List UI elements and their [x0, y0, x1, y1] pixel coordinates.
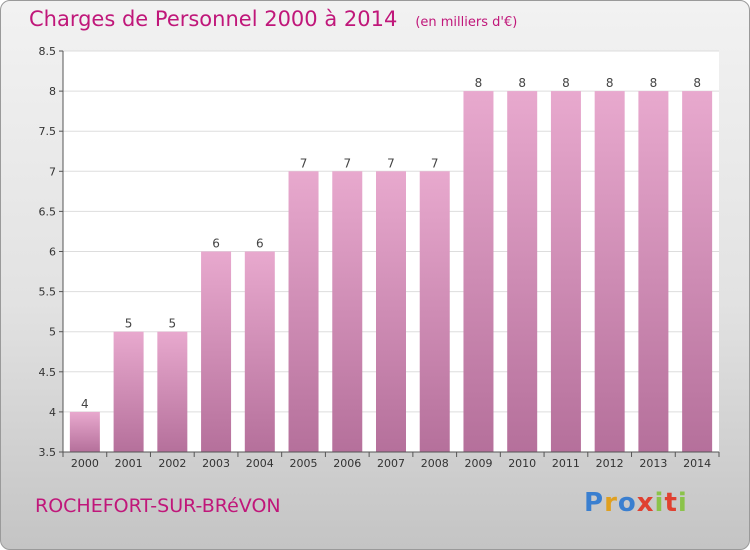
x-tick-label: 2009 [464, 457, 492, 470]
data-label: 8 [693, 76, 701, 90]
x-tick-label: 2005 [290, 457, 318, 470]
data-label: 8 [606, 76, 614, 90]
x-tick-label: 2001 [115, 457, 143, 470]
bar-2012 [594, 91, 625, 452]
y-tick-label: 8 [49, 85, 56, 98]
x-tick-label: 2010 [508, 457, 536, 470]
data-label: 7 [300, 156, 308, 170]
bar-2003 [201, 251, 232, 452]
bar-2004 [244, 251, 275, 452]
x-tick-label: 2003 [202, 457, 230, 470]
x-tick-label: 2000 [71, 457, 99, 470]
data-label: 6 [256, 237, 264, 251]
bar-2009 [463, 91, 494, 452]
x-tick-label: 2008 [421, 457, 449, 470]
y-tick-label: 3.5 [39, 446, 57, 459]
data-label: 8 [518, 76, 526, 90]
data-label: 5 [169, 317, 177, 331]
data-label: 7 [431, 156, 439, 170]
bar-chart: 3.5 4 4.5 5 5.5 6 6.5 7 7.5 8 8.5 4 2000 5 2001 5 2002 6 2… [39, 45, 720, 470]
data-label: 4 [81, 397, 89, 411]
x-tick-label: 2012 [596, 457, 624, 470]
bar-2011 [550, 91, 581, 452]
y-tick-label: 4.5 [39, 366, 57, 379]
bar-2001 [113, 331, 144, 452]
x-tick-label: 2006 [333, 457, 361, 470]
y-tick-label: 7.5 [39, 125, 57, 138]
data-label: 8 [475, 76, 483, 90]
data-label: 6 [212, 237, 220, 251]
bar-2005 [288, 171, 319, 453]
chart-subtitle: (en milliers d'€) [415, 15, 518, 30]
y-tick-label: 5.5 [39, 286, 57, 299]
x-tick-label: 2004 [246, 457, 274, 470]
y-tick-label: 4 [49, 406, 56, 419]
data-label: 8 [562, 76, 570, 90]
bar-2008 [419, 171, 450, 453]
commune-name: ROCHEFORT-SUR-BRéVON [35, 495, 281, 517]
bar-2006 [332, 171, 363, 453]
bar-2010 [507, 91, 538, 452]
y-tick-label: 7 [49, 165, 56, 178]
y-tick-label: 8.5 [39, 45, 57, 58]
x-tick-label: 2011 [552, 457, 580, 470]
y-tick-label: 6.5 [39, 205, 57, 218]
chart-title-text: Charges de Personnel 2000 à 2014 [29, 7, 398, 31]
bar-2014 [682, 91, 713, 452]
bar-2013 [638, 91, 669, 452]
bar-2002 [157, 331, 188, 452]
proxiti-logo[interactable]: Proxiti [584, 488, 688, 518]
chart-title: Charges de Personnel 2000 à 2014 (en mill… [29, 7, 517, 31]
x-tick-label: 2002 [158, 457, 186, 470]
data-label: 5 [125, 317, 133, 331]
bar-2000 [69, 411, 100, 452]
x-tick-label: 2013 [639, 457, 667, 470]
y-tick-label: 6 [49, 246, 56, 259]
bar-2007 [376, 171, 406, 453]
data-label: 7 [343, 156, 351, 170]
data-label: 8 [650, 76, 658, 90]
x-tick-label: 2014 [683, 457, 711, 470]
data-label: 7 [387, 156, 395, 170]
x-tick-label: 2007 [377, 457, 405, 470]
y-tick-label: 5 [49, 326, 56, 339]
